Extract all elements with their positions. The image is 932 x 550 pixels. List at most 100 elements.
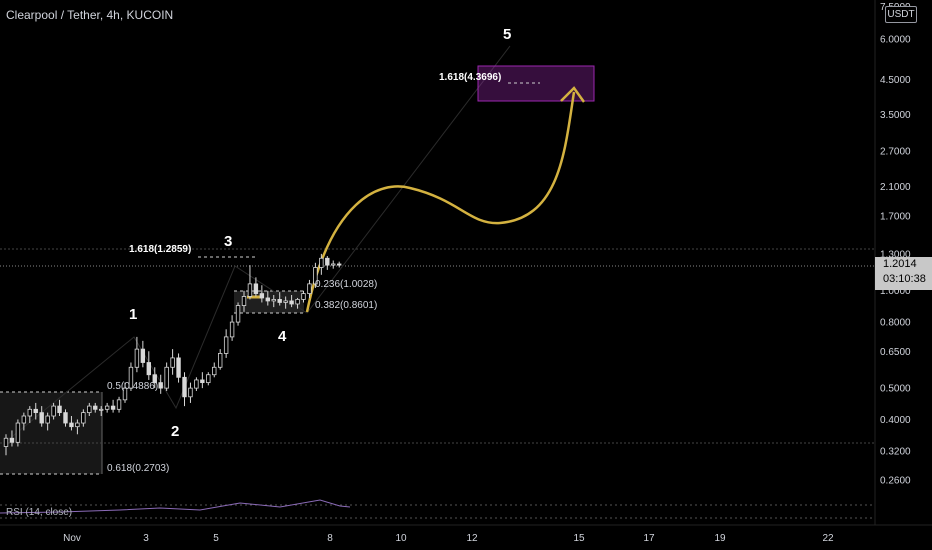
fib-label-1-618-wave3: 1.618(1.2859) — [129, 244, 191, 255]
x-tick-label: 5 — [213, 533, 219, 544]
x-axis-ticks: Nov 3 5 8 10 12 15 17 19 22 — [63, 533, 834, 544]
y-tick-label: 4.5000 — [880, 75, 911, 86]
candle-body[interactable] — [152, 374, 157, 384]
candle-body[interactable] — [235, 305, 241, 323]
fib-label-0-236: 0.236(1.0028) — [315, 279, 377, 290]
candle-body[interactable] — [27, 408, 32, 417]
rsi-line — [0, 499, 351, 514]
candle-body[interactable] — [336, 263, 342, 266]
y-tick-label: 0.6500 — [880, 347, 911, 358]
candle-body[interactable] — [313, 267, 318, 285]
fib-label-0-618: 0.618(0.2703) — [107, 463, 169, 474]
x-tick-label: 12 — [466, 533, 478, 544]
candle-body[interactable] — [253, 283, 259, 294]
rsi-pane[interactable] — [0, 503, 875, 520]
candle-body[interactable] — [229, 321, 235, 338]
candle-body[interactable] — [289, 300, 294, 305]
y-tick-label: 1.3000 — [880, 249, 911, 260]
candle-body[interactable] — [247, 283, 253, 297]
projection-arrow[interactable] — [305, 91, 576, 313]
candle-body[interactable] — [307, 283, 312, 294]
candle-body[interactable] — [146, 362, 151, 376]
candle-body[interactable] — [319, 257, 324, 268]
candle-body[interactable] — [9, 437, 15, 443]
bar-countdown: 03:10:38 — [883, 273, 926, 285]
wave-label-5: 5 — [503, 26, 511, 43]
candle-body[interactable] — [331, 263, 336, 266]
y-tick-label: 1.0000 — [880, 286, 911, 297]
current-price-value: 1.2014 — [883, 258, 917, 270]
candle-body[interactable] — [33, 408, 38, 414]
candle-body[interactable] — [223, 336, 229, 354]
y-tick-label: 0.8000 — [880, 318, 911, 329]
wave-label-2: 2 — [171, 423, 179, 440]
candles-group — [3, 253, 342, 456]
candle-body[interactable] — [301, 293, 306, 300]
candle-body[interactable] — [93, 405, 98, 410]
x-tick-label: 8 — [327, 533, 333, 544]
candle-body[interactable] — [164, 366, 169, 389]
candle-body[interactable] — [63, 412, 68, 424]
x-tick-label: 15 — [573, 533, 585, 544]
candle-body[interactable] — [15, 422, 21, 443]
wave-label-1: 1 — [129, 306, 137, 323]
candle-body[interactable] — [259, 293, 265, 299]
candle-body[interactable] — [265, 297, 270, 302]
candle-body[interactable] — [217, 353, 223, 368]
y-tick-label: 0.3200 — [880, 446, 911, 457]
candle-body[interactable] — [57, 405, 62, 414]
y-tick-label: 0.5000 — [880, 384, 911, 395]
candle-body[interactable] — [194, 379, 199, 389]
y-tick-label: 0.4000 — [880, 415, 911, 426]
candle-body[interactable] — [134, 348, 140, 368]
candle-body[interactable] — [212, 366, 217, 376]
y-tick-label: 2.7000 — [880, 147, 911, 158]
candle-body[interactable] — [140, 348, 146, 363]
y-tick-label: 2.1000 — [880, 182, 911, 193]
candle-body[interactable] — [188, 387, 193, 398]
candle-body[interactable] — [241, 296, 247, 306]
candle-body[interactable] — [110, 405, 116, 410]
currency-badge[interactable]: USDT — [885, 6, 917, 23]
candle-body[interactable] — [295, 299, 300, 305]
candle-body[interactable] — [158, 382, 163, 389]
wave-label-3: 3 — [224, 233, 232, 250]
candle-body[interactable] — [200, 379, 205, 384]
candle-body[interactable] — [81, 412, 86, 424]
candle-body[interactable] — [21, 415, 27, 424]
candle-body[interactable] — [99, 408, 104, 411]
elliott-wave-line[interactable] — [7, 45, 511, 441]
x-tick-label: Nov — [63, 533, 81, 544]
candle-body[interactable] — [39, 412, 44, 424]
fib-label-0-5: 0.5(0.4886) — [107, 381, 158, 392]
candle-body[interactable] — [69, 422, 74, 428]
candle-body[interactable] — [51, 405, 56, 417]
candle-body[interactable] — [122, 387, 128, 401]
candle-body[interactable] — [271, 299, 276, 302]
fib-label-0-382: 0.382(0.8601) — [315, 300, 377, 311]
candle-body[interactable] — [75, 422, 80, 428]
projection-arrowhead — [560, 86, 586, 103]
x-tick-label: 22 — [822, 533, 834, 544]
x-tick-label: 10 — [395, 533, 407, 544]
candle-body[interactable] — [283, 300, 288, 303]
candle-body[interactable] — [3, 437, 9, 447]
x-tick-label: 19 — [714, 533, 726, 544]
x-tick-label: 17 — [643, 533, 655, 544]
candle-body[interactable] — [104, 405, 110, 410]
candle-body[interactable] — [182, 376, 187, 398]
candle-body[interactable] — [170, 357, 175, 368]
candle-body[interactable] — [128, 366, 134, 389]
candle-body[interactable] — [176, 357, 181, 378]
candle-body[interactable] — [206, 374, 211, 384]
candle-body[interactable] — [116, 399, 122, 410]
y-tick-label: 0.2600 — [880, 476, 911, 487]
candle-body[interactable] — [325, 257, 330, 266]
candle-body[interactable] — [45, 415, 50, 424]
candle-body[interactable] — [277, 299, 282, 303]
y-tick-label: 1.7000 — [880, 212, 911, 223]
rsi-label[interactable]: RSI (14, close) — [6, 507, 73, 518]
candle-body[interactable] — [87, 405, 92, 414]
y-tick-label: 6.0000 — [880, 35, 911, 46]
